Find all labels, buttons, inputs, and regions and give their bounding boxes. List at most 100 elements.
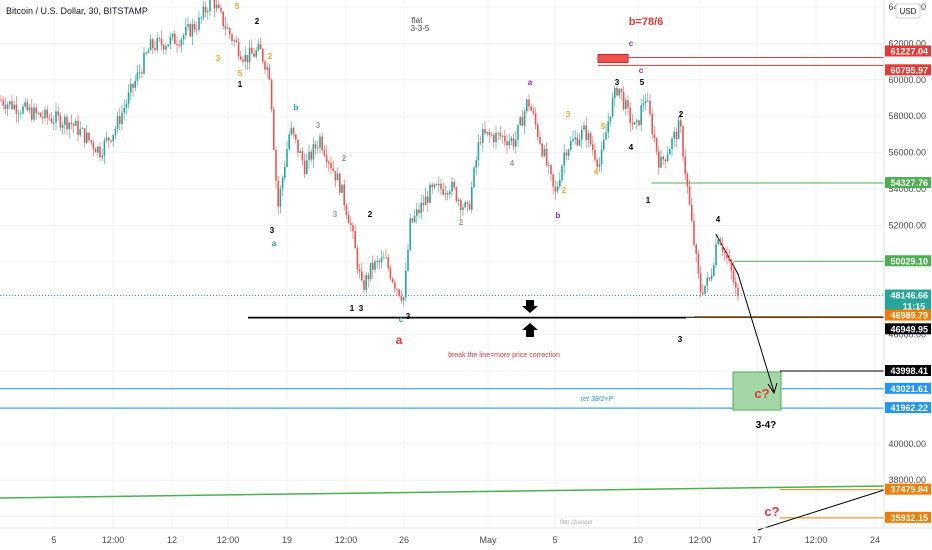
candle-body: [457, 200, 460, 202]
candle-body: [658, 151, 660, 168]
wave-label: 3: [216, 54, 221, 63]
time-tick-label: May: [479, 535, 497, 545]
price-label-text: 37479.84: [890, 485, 928, 495]
candle-body: [519, 117, 521, 125]
candle-body: [539, 136, 541, 144]
wave-label: 3: [316, 121, 321, 130]
candle-body: [433, 184, 436, 188]
candle-body: [490, 134, 493, 136]
price-tick-label: 58000.00: [888, 111, 926, 121]
candle-body: [160, 38, 163, 45]
candle-body: [477, 142, 480, 161]
candle-body: [209, 0, 211, 12]
candle-body: [167, 44, 169, 47]
candle-body: [141, 72, 143, 74]
currency-button[interactable]: [895, 3, 921, 19]
candle-body: [264, 61, 266, 70]
candle-body: [198, 17, 200, 30]
wave-label: 1: [646, 196, 651, 205]
wave-label: 2: [368, 210, 373, 219]
candle-body: [574, 137, 576, 140]
candle-body: [532, 110, 535, 114]
candle-body: [607, 121, 609, 133]
candle-body: [352, 225, 354, 232]
candle-body: [246, 55, 249, 63]
candle-body: [350, 223, 352, 226]
candle-body: [222, 11, 224, 27]
candle-body: [75, 120, 77, 126]
wave-label: 3: [566, 110, 571, 119]
candle-body: [671, 138, 673, 150]
candle-body: [64, 116, 66, 125]
candle-body: [728, 258, 730, 261]
candle-body: [642, 103, 645, 106]
candle-body: [281, 177, 284, 189]
candle-body: [583, 125, 585, 130]
candle-body: [163, 44, 165, 50]
candle-body: [347, 214, 350, 224]
candle-body: [493, 135, 495, 143]
time-tick-label: 10: [633, 535, 643, 545]
candle-body: [97, 146, 99, 153]
candle-body: [207, 11, 209, 13]
candle-body: [88, 132, 90, 141]
time-tick-label: 26: [399, 535, 409, 545]
price-label-text: 50029.10: [890, 256, 928, 266]
candle-body: [418, 209, 420, 214]
candle-body: [125, 103, 128, 109]
price-tick-label: 62000.00: [888, 38, 926, 48]
candle-body: [587, 133, 590, 141]
grid-lines: [0, 0, 884, 528]
candle-body: [444, 193, 447, 195]
wave-label: 2: [268, 52, 273, 61]
candle-body: [92, 142, 95, 149]
price-label-text: 41962.22: [890, 403, 928, 413]
wave-3-4-label: 3-4?: [756, 420, 777, 431]
price-label-box: [885, 45, 931, 57]
candle-body: [297, 139, 299, 153]
candle-body: [464, 202, 466, 208]
candle-body: [224, 26, 227, 29]
candle-body: [662, 156, 664, 160]
candle-body: [244, 55, 246, 62]
wave-label: 5: [235, 2, 240, 11]
price-tick-label: 40000.00: [888, 439, 926, 449]
fibo-channel-line: [757, 489, 885, 531]
wave-label: 2: [459, 218, 464, 227]
candle-body: [138, 72, 141, 74]
candle-body: [70, 122, 73, 124]
candle-body: [653, 134, 656, 139]
candle-body: [385, 257, 387, 259]
price-tick-label: 38000.00: [888, 475, 926, 485]
time-axis[interactable]: 5 12:00 12 12:00 19 12:00 26 May 5 10 12:00 17 12:00…: [51, 535, 880, 545]
candle-body: [684, 156, 686, 174]
candle-body: [83, 128, 86, 143]
wave-a-major-label: a: [396, 333, 403, 347]
candle-body: [358, 269, 361, 272]
candle-body: [130, 83, 132, 93]
candle-body: [719, 239, 722, 245]
candle-body: [704, 285, 706, 294]
candle-body: [446, 193, 449, 195]
projection-arrowhead: [767, 382, 778, 395]
candle-body: [466, 202, 469, 205]
retracement-label: ret 38/2+P: [581, 396, 614, 403]
countdown-text: 11:15: [903, 302, 926, 312]
candle-body: [460, 200, 462, 210]
price-label-box: [885, 511, 931, 523]
green-trend-line: [0, 485, 885, 499]
candle-body: [330, 162, 332, 169]
wave-label: 5: [238, 69, 243, 78]
price-label-box: [885, 289, 931, 312]
candle-body: [537, 124, 539, 137]
candle-body: [622, 91, 625, 109]
candle-body: [66, 116, 68, 130]
candle-body: [86, 132, 88, 143]
wave-label: 2: [679, 110, 684, 119]
candle-body: [61, 124, 64, 128]
candle-body: [312, 144, 315, 160]
wave-label: c: [629, 39, 634, 48]
price-label-box: [885, 64, 931, 76]
